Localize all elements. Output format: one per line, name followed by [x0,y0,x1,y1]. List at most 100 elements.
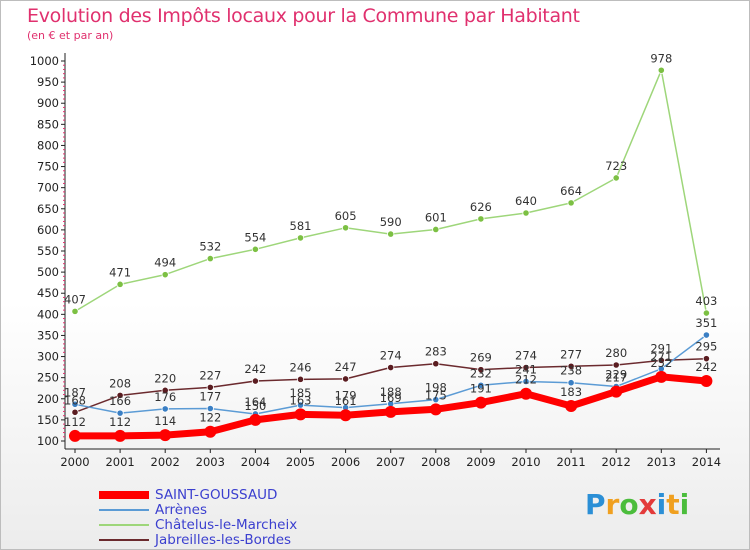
data-label-jabreilles-les-bordes: 227 [199,368,221,382]
data-point-chatelus-le-marcheix [612,174,620,182]
data-label-chatelus-le-marcheix: 554 [244,230,266,244]
data-label-jabreilles-les-bordes: 283 [425,345,447,359]
data-point-arrenes [522,377,530,386]
y-tick-label: 100 [37,434,59,448]
data-label-jabreilles-les-bordes: 208 [109,376,131,390]
data-point-arrenes [296,401,305,409]
data-label-arrenes: 241 [515,362,537,376]
data-point-chatelus-le-marcheix [432,225,440,234]
data-point-arrenes [702,331,711,339]
data-label-saint-goussaud: 217 [605,371,627,385]
data-point-saint-goussaud [655,370,668,383]
y-tick-label: 650 [37,202,59,216]
data-point-chatelus-le-marcheix [161,271,169,279]
x-tick-label: 2012 [602,455,631,469]
x-tick-label: 2014 [692,455,721,469]
data-point-jabreilles-les-bordes [432,360,440,368]
data-point-saint-goussaud [520,387,532,400]
data-point-jabreilles-les-bordes [702,355,711,363]
data-label-saint-goussaud: 161 [335,394,357,408]
y-tick-label: 1000 [30,54,59,68]
data-point-chatelus-le-marcheix [567,199,575,207]
chart-title: Evolution des Impôts locaux pour la Comm… [27,5,580,27]
data-point-jabreilles-les-bordes [612,361,620,369]
x-tick-label: 2006 [331,455,360,469]
data-label-jabreilles-les-bordes: 246 [290,360,312,374]
data-label-jabreilles-les-bordes: 295 [695,340,717,354]
data-label-arrenes: 166 [109,394,131,408]
y-tick-label: 600 [37,223,59,237]
data-point-saint-goussaud [384,405,397,418]
data-point-chatelus-le-marcheix [296,234,305,242]
y-tick-label: 550 [37,244,59,258]
data-label-jabreilles-les-bordes: 269 [470,351,492,365]
data-label-chatelus-le-marcheix: 407 [64,292,86,306]
data-label-saint-goussaud: 252 [650,356,672,370]
data-point-jabreilles-les-bordes [116,391,124,399]
data-label-chatelus-le-marcheix: 605 [335,209,357,223]
data-point-chatelus-le-marcheix [251,245,259,253]
data-point-saint-goussaud [294,408,307,421]
data-point-saint-goussaud [339,409,352,422]
data-point-saint-goussaud [700,375,713,388]
x-tick-label: 2013 [647,455,676,469]
data-label-jabreilles-les-bordes: 274 [380,349,402,363]
y-tick-label: 150 [37,413,59,427]
data-label-chatelus-le-marcheix: 532 [199,240,221,254]
legend-label-saint-goussaud: SAINT-GOUSSAUD [155,487,278,503]
data-label-arrenes: 187 [64,385,86,399]
data-point-arrenes [116,409,124,417]
data-point-saint-goussaud [565,399,578,412]
data-label-chatelus-le-marcheix: 626 [470,200,492,214]
x-tick-label: 2002 [151,455,180,469]
data-point-saint-goussaud [204,425,217,438]
x-tick-label: 2008 [421,455,450,469]
axes: 100 150 200 250 300 350 400 450 500 550 600 650 700 7… [30,53,721,469]
data-label-jabreilles-les-bordes: 277 [560,347,582,361]
y-tick-label: 250 [37,371,59,385]
data-point-arrenes [161,405,169,413]
y-tick-label: 900 [37,96,59,110]
data-label-jabreilles-les-bordes: 168 [64,393,86,407]
data-label-arrenes: 177 [199,389,221,403]
legend-swatch-jabreilles [99,539,149,541]
data-label-arrenes: 185 [290,386,312,400]
logo-letter: t [666,488,680,521]
data-label-saint-goussaud: 114 [154,414,176,428]
data-label-saint-goussaud: 122 [199,411,221,425]
legend-swatch-saint-goussaud [99,491,149,499]
data-label-jabreilles-les-bordes: 247 [335,360,357,374]
data-label-jabreilles-les-bordes: 274 [515,349,537,363]
data-label-chatelus-le-marcheix: 601 [425,210,447,224]
data-label-arrenes: 229 [605,368,627,382]
data-label-chatelus-le-marcheix: 494 [154,256,176,270]
data-point-chatelus-le-marcheix [522,209,530,217]
data-point-jabreilles-les-bordes [567,362,575,370]
data-label-jabreilles-les-bordes: 291 [650,341,672,355]
data-point-jabreilles-les-bordes [522,363,530,372]
legend-item-chatelus: Châtelus-le-Marcheix [99,517,297,533]
data-point-arrenes [477,381,485,389]
y-tick-label: 700 [37,181,59,195]
data-point-arrenes [206,404,214,413]
data-label-jabreilles-les-bordes: 220 [154,371,176,385]
legend-label-jabreilles: Jabreilles-les-Bordes [155,532,292,548]
data-label-saint-goussaud: 175 [425,388,447,402]
data-label-jabreilles-les-bordes: 242 [244,362,266,376]
data-label-saint-goussaud: 169 [380,391,402,405]
data-point-arrenes [71,400,79,408]
series-layer [69,66,713,442]
data-point-jabreilles-les-bordes [387,363,395,372]
series-line-chatelus-le-marcheix [74,69,708,314]
data-label-chatelus-le-marcheix: 640 [515,194,537,208]
y-tick-label: 450 [37,286,59,300]
data-label-arrenes: 198 [425,381,447,395]
data-point-chatelus-le-marcheix [206,255,214,263]
y-tick-label: 750 [37,160,59,174]
y-tick-label: 950 [37,75,59,89]
data-label-arrenes: 179 [335,389,357,403]
x-tick-label: 2000 [60,455,89,469]
data-label-saint-goussaud: 242 [695,360,717,374]
